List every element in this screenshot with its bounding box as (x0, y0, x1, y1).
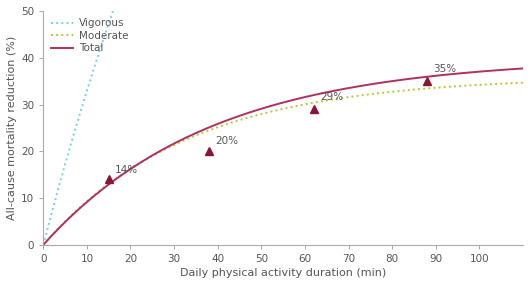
Text: 29%: 29% (320, 92, 343, 102)
Text: 35%: 35% (434, 64, 457, 74)
X-axis label: Daily physical activity duration (min): Daily physical activity duration (min) (180, 268, 386, 278)
Text: 14%: 14% (115, 165, 138, 175)
Legend: Vigorous, Moderate, Total: Vigorous, Moderate, Total (48, 16, 130, 56)
Y-axis label: All-cause mortality reduction (%): All-cause mortality reduction (%) (7, 36, 17, 220)
Text: 20%: 20% (216, 136, 238, 146)
